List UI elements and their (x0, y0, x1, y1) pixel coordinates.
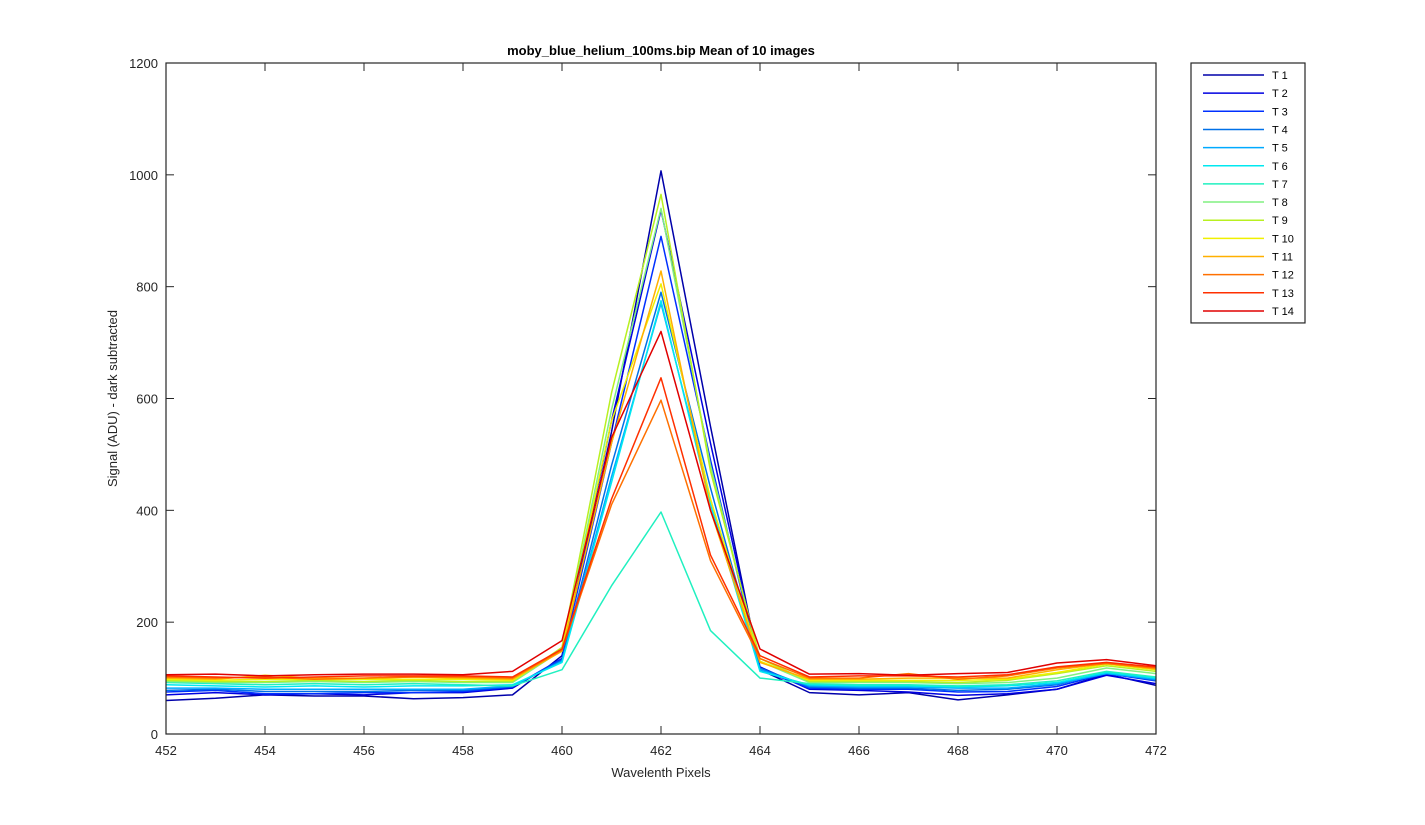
series-layer (165, 170, 1157, 702)
y-tick-label: 1200 (129, 56, 158, 71)
x-tick-label: 456 (353, 743, 375, 758)
series-line-13 (165, 377, 1157, 679)
series-line-3 (165, 235, 1157, 695)
legend-label-12: T 12 (1272, 270, 1294, 282)
x-tick-label: 458 (452, 743, 474, 758)
legend-label-2: T 2 (1272, 88, 1288, 100)
y-tick-label: 600 (136, 392, 158, 407)
legend-box (1190, 62, 1306, 324)
x-tick-label: 460 (551, 743, 573, 758)
legend-label-14: T 14 (1272, 306, 1294, 318)
x-tick-label: 462 (650, 743, 672, 758)
y-tick-label: 0 (151, 727, 158, 742)
legend-label-13: T 13 (1272, 288, 1294, 300)
legend-label-10: T 10 (1272, 233, 1294, 245)
x-tick-label: 470 (1046, 743, 1068, 758)
legend-label-4: T 4 (1272, 124, 1288, 136)
legend-label-11: T 11 (1272, 252, 1293, 264)
legend-label-6: T 6 (1272, 161, 1288, 173)
x-tick-label: 452 (155, 743, 177, 758)
legend-label-9: T 9 (1272, 215, 1288, 227)
y-tick-label: 1000 (129, 168, 158, 183)
y-tick-label: 800 (136, 280, 158, 295)
y-tick-label: 400 (136, 503, 158, 518)
y-axis-title: Signal (ADU) - dark subtracted (105, 310, 120, 487)
chart-title: moby_blue_helium_100ms.bip Mean of 10 im… (507, 43, 815, 58)
series-line-12 (165, 399, 1157, 680)
series-line-6 (165, 299, 1157, 688)
series-line-9 (165, 193, 1157, 684)
legend: T 1 T 2 T 3 T 4 T 5 T 6 T 7 T 8 T 9 T 10 T 11 T 12 T… (1190, 62, 1306, 324)
series-line-14 (165, 330, 1157, 677)
x-tick-label: 466 (848, 743, 870, 758)
x-axis-title: Wavelenth Pixels (611, 765, 711, 780)
plot-area (166, 63, 1156, 734)
legend-label-1: T 1 (1272, 70, 1288, 82)
x-tick-label: 468 (947, 743, 969, 758)
x-tick-label: 454 (254, 743, 276, 758)
legend-label-8: T 8 (1272, 197, 1288, 209)
series-line-4 (165, 291, 1157, 693)
series-line-7 (165, 511, 1157, 687)
series-line-8 (165, 207, 1157, 685)
tick-layer: 452 454 456 458 460 462 464 466 468 470 472 0 200 400… (129, 56, 1167, 758)
y-tick-label: 200 (136, 615, 158, 630)
legend-label-3: T 3 (1272, 106, 1288, 118)
series-line-1 (165, 170, 1157, 702)
x-tick-label: 472 (1145, 743, 1167, 758)
legend-label-5: T 5 (1272, 143, 1288, 155)
legend-label-7: T 7 (1272, 179, 1288, 191)
x-tick-label: 464 (749, 743, 771, 758)
